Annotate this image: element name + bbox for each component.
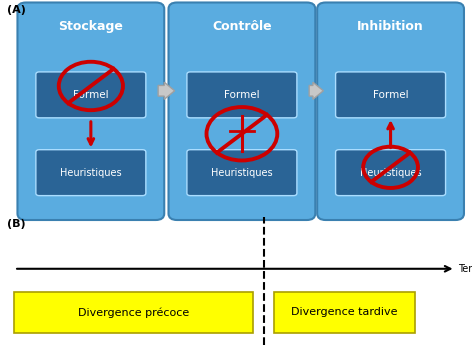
FancyBboxPatch shape — [317, 2, 464, 220]
Text: (A): (A) — [7, 5, 26, 15]
Text: Heuristiques: Heuristiques — [60, 168, 122, 178]
Text: Contrôle: Contrôle — [212, 20, 272, 33]
FancyBboxPatch shape — [14, 292, 253, 333]
Text: Inhibition: Inhibition — [357, 20, 424, 33]
Text: Heuristiques: Heuristiques — [360, 168, 421, 178]
FancyArrow shape — [309, 82, 323, 99]
Text: Formel: Formel — [373, 90, 408, 100]
FancyBboxPatch shape — [187, 150, 297, 196]
FancyBboxPatch shape — [36, 150, 146, 196]
FancyBboxPatch shape — [274, 292, 415, 333]
FancyBboxPatch shape — [187, 72, 297, 118]
Text: Divergence précoce: Divergence précoce — [78, 307, 189, 318]
Text: Divergence tardive: Divergence tardive — [291, 307, 398, 318]
Text: Temps: Temps — [458, 264, 472, 274]
FancyBboxPatch shape — [336, 72, 446, 118]
FancyArrow shape — [158, 82, 175, 99]
Text: Heuristiques: Heuristiques — [211, 168, 273, 178]
FancyBboxPatch shape — [36, 72, 146, 118]
FancyBboxPatch shape — [169, 2, 315, 220]
Text: Formel: Formel — [224, 90, 260, 100]
FancyBboxPatch shape — [336, 150, 446, 196]
FancyBboxPatch shape — [17, 2, 164, 220]
Text: (B): (B) — [7, 219, 25, 229]
Text: Stockage: Stockage — [59, 20, 123, 33]
Text: Formel: Formel — [73, 90, 109, 100]
